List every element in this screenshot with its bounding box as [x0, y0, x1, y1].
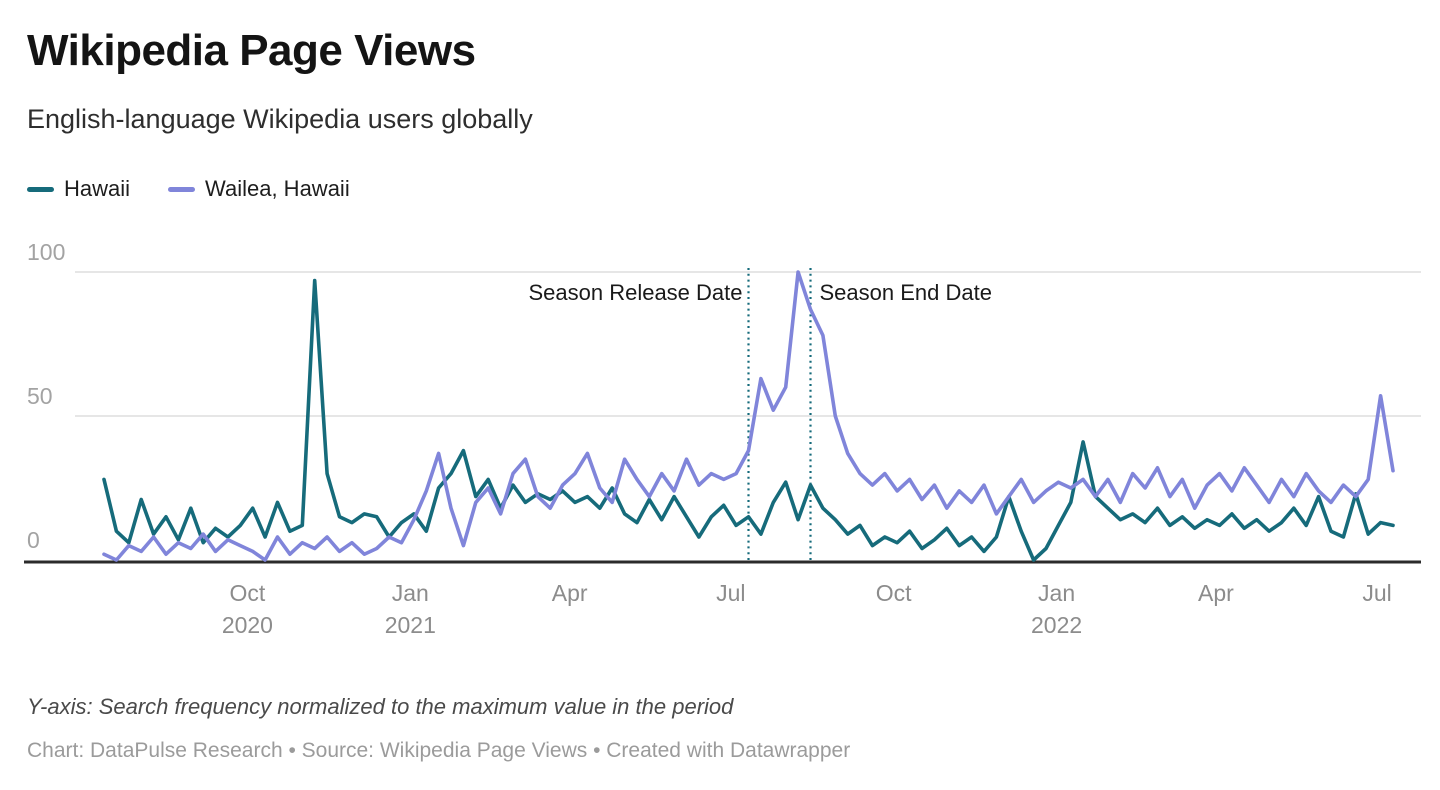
legend-item-wailea: Wailea, Hawaii [168, 176, 350, 202]
hawaii-line-swatch [27, 186, 54, 192]
x-tick-label: Apr [1198, 580, 1234, 606]
legend-item-hawaii: Hawaii [27, 176, 130, 202]
x-tick-label: Jan [1038, 580, 1076, 606]
x-tick-label: Jul [1362, 580, 1392, 606]
x-tick-year-label: 2022 [1030, 612, 1083, 638]
x-tick-label: Oct [229, 580, 266, 606]
chart-title: Wikipedia Page Views [27, 26, 476, 75]
legend: Hawaii Wailea, Hawaii [27, 176, 350, 202]
x-tick-label: Oct [875, 580, 912, 606]
annotation-label-end: Season End Date [819, 280, 992, 305]
chart-subtitle: English-language Wikipedia users globall… [27, 104, 533, 134]
y-tick-label: 50 [27, 383, 53, 409]
x-tick-label: Apr [551, 580, 588, 606]
y-tick-label: 100 [27, 239, 66, 265]
legend-label-wailea: Wailea, Hawaii [205, 176, 350, 201]
x-tick-year-label: 2020 [221, 612, 273, 638]
annotation-label-release: Season Release Date [528, 280, 743, 305]
legend-label-hawaii: Hawaii [64, 176, 131, 201]
chart-credits: Chart: DataPulse Research • Source: Wiki… [27, 739, 851, 762]
wailea-line-swatch [168, 186, 196, 192]
x-tick-year-label: 2021 [384, 612, 436, 638]
x-tick-label: Jan [391, 580, 429, 606]
wailea-line [102, 270, 1395, 562]
y-tick-label: 0 [27, 527, 40, 553]
hawaii-line [102, 278, 1395, 562]
x-tick-label: Jul [716, 580, 746, 606]
axis-note: Y-axis: Search frequency normalized to t… [27, 694, 734, 719]
